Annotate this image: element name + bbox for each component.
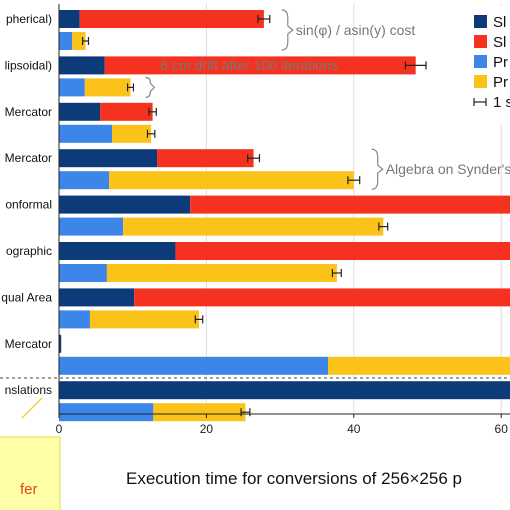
bars: [0, 10, 510, 422]
bar-segment-s2: [190, 195, 510, 214]
bar-segment-s3: [59, 264, 107, 282]
category-label: lipsoidal): [5, 58, 52, 72]
annotations: sin(φ) / asin(y) cost 6 cm drift after 10…: [145, 9, 510, 190]
bar-segment-s1: [59, 195, 191, 214]
callout-note: fer: [0, 397, 61, 510]
legend: Sl Sl Pr Pr 1 s: [468, 6, 510, 124]
x-axis: 020406080: [56, 4, 510, 436]
annotation-text: Algebra on Synder's equat: [386, 161, 510, 177]
bar-segment-s4: [72, 32, 86, 50]
bar-segment-s4: [106, 264, 337, 282]
bar-segment-s3: [59, 403, 154, 422]
legend-label: Pr: [493, 54, 508, 71]
category-label: onformal: [5, 198, 52, 212]
bar-segment-s2: [134, 288, 510, 307]
legend-swatch-s3: [474, 55, 487, 68]
note-box: [0, 436, 61, 510]
bar-segment-s1: [59, 56, 105, 75]
bar-segment-s2: [100, 102, 153, 121]
bar-segment-s4: [123, 217, 384, 236]
category-label: pherical): [6, 12, 52, 26]
category-label: qual Area: [1, 290, 52, 304]
category-label: nslations: [5, 383, 52, 397]
annotation-text: sin(φ) / asin(y) cost: [296, 22, 416, 38]
bar-segment-s4: [112, 124, 152, 143]
category-label: Mercator: [5, 151, 52, 165]
x-axis-label: Execution time for conversions of 256×25…: [126, 469, 462, 488]
bar-segment-s1: [59, 102, 101, 121]
category-label: ographic: [6, 244, 52, 258]
note-pointer: [21, 397, 43, 419]
note-text: fer: [20, 481, 38, 498]
bar-segment-s2: [79, 10, 264, 28]
bar-segment-s3: [59, 217, 124, 236]
annotation-brace: [145, 76, 156, 98]
bar-segment-s4: [84, 78, 131, 97]
legend-label: Pr: [493, 74, 508, 91]
bar-segment-s4: [109, 171, 354, 190]
bar-segment-s1: [59, 334, 62, 353]
legend-swatch-s2: [474, 35, 487, 48]
bar-segment-s4: [328, 356, 510, 375]
category-label: Mercator: [5, 105, 52, 119]
bar-segment-s3: [59, 78, 85, 97]
bar-segment-s2: [157, 149, 254, 168]
bar-segment-s3: [59, 356, 329, 375]
x-tick-label: 60: [495, 422, 509, 436]
bar-segment-s4: [153, 403, 246, 422]
x-tick-label: 0: [56, 422, 63, 436]
legend-label: 1 s: [493, 94, 510, 111]
bar-segment-s2: [175, 242, 510, 260]
annotation-brace: [371, 148, 384, 190]
bar-segment-s2: [104, 56, 416, 75]
bar-segment-s1: [59, 288, 135, 307]
bar-segment-s3: [59, 171, 110, 190]
legend-label: Sl: [493, 14, 506, 31]
bar-segment-s1: [59, 10, 80, 28]
bar-segment-s3: [59, 32, 73, 50]
category-label: Mercator: [5, 337, 52, 351]
annotation-brace: [281, 9, 294, 51]
legend-label: Sl: [493, 34, 506, 51]
bar-segment-s1: [59, 149, 158, 168]
legend-swatch-s1: [474, 15, 487, 28]
annotation-text: 6 cm drift after 100 iterations: [160, 57, 337, 73]
bar-segment-s1: [59, 242, 176, 260]
x-tick-label: 20: [200, 422, 214, 436]
legend-swatch-s4: [474, 75, 487, 88]
bar-segment-s3: [59, 124, 113, 143]
bar-segment-s3: [59, 310, 90, 329]
bar-segment-s1: [59, 381, 510, 400]
category-labels: pherical) lipsoidal) Mercator Mercator onfor…: [1, 12, 52, 397]
bar-segment-s4: [89, 310, 200, 329]
x-tick-label: 40: [347, 422, 361, 436]
